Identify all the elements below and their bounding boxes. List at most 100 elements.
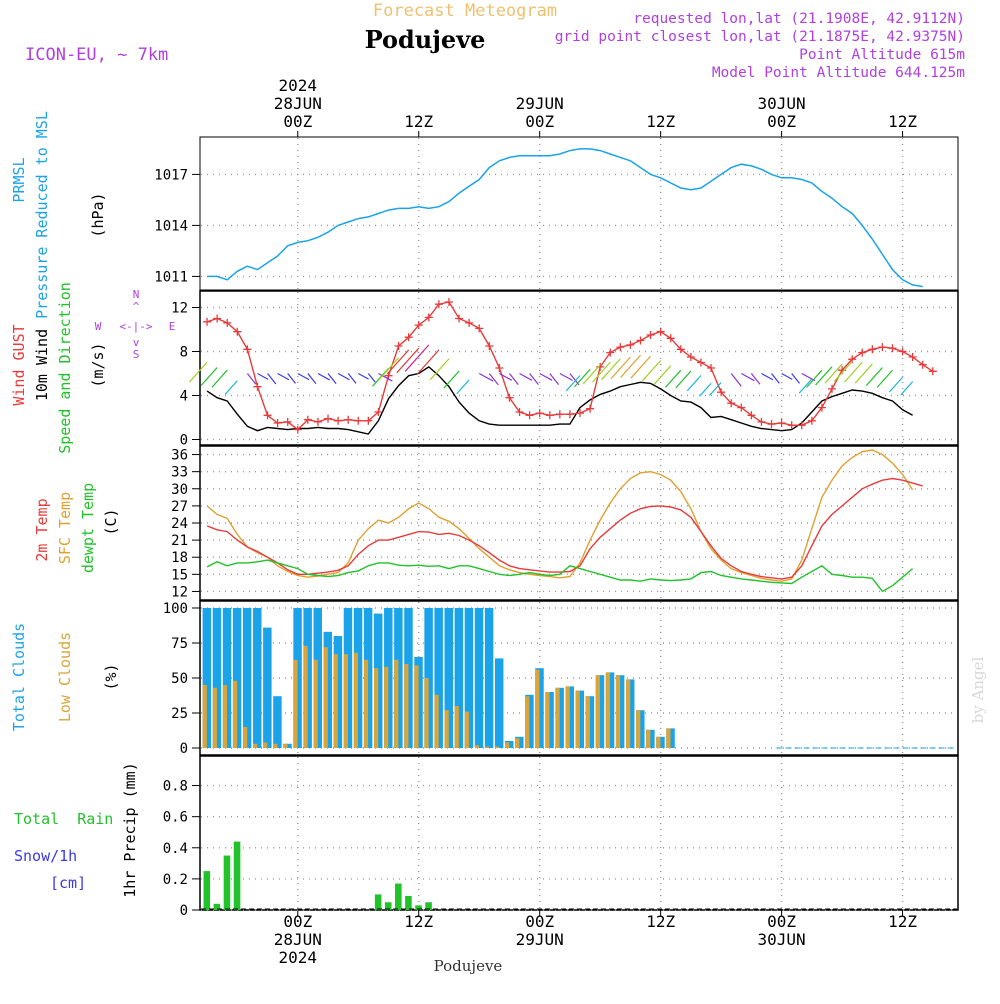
wind-arrow (529, 373, 539, 385)
low-clouds-label: Low Clouds (56, 632, 74, 722)
total-cloud-bar (232, 608, 242, 748)
low-cloud-bar (353, 652, 359, 748)
y-tick-label: 1014 (154, 218, 188, 234)
low-cloud-bar (565, 686, 570, 748)
wind-arrow (429, 358, 450, 381)
wind-arrow (665, 369, 682, 388)
wind-arrow (549, 373, 560, 385)
rain-bar (405, 896, 412, 910)
wind-gust-label: Wind GUST (10, 324, 28, 405)
percent-unit-label: (%) (102, 663, 120, 690)
hpa-unit-label: (hPa) (89, 192, 107, 237)
low-cloud-bar (494, 746, 500, 748)
time-label-top: 29JUN (516, 94, 564, 113)
pressure-line (207, 148, 923, 288)
wind-arrow (815, 366, 833, 386)
y-tick-label: 12 (171, 584, 188, 600)
wind-arrow (781, 372, 793, 380)
wind-arrow (699, 383, 712, 397)
compass-s: S (133, 348, 140, 361)
low-cloud-bar (313, 659, 318, 748)
panel-frame (199, 755, 959, 911)
total-cloud-bar (454, 608, 464, 748)
gust-point (646, 331, 655, 339)
low-cloud-bar (464, 711, 469, 748)
precip-unit-label: 1hr Precip (mm) (121, 762, 139, 897)
low-cloud-bar (666, 728, 671, 748)
model-point-altitude: Model Point Altitude 644.125m (712, 65, 965, 81)
low-cloud-bar (525, 696, 530, 748)
compass-e: E (169, 320, 176, 333)
gust-point (686, 353, 695, 361)
compass-down: v (133, 336, 140, 349)
low-cloud-bar (615, 675, 621, 748)
gust-point (656, 327, 665, 336)
gust-point (374, 408, 383, 416)
y-tick-label: 0 (180, 433, 188, 449)
low-cloud-bar (605, 672, 611, 748)
gust-point (394, 342, 403, 350)
time-label-top: 28JUN (274, 94, 322, 113)
gust-point (253, 382, 262, 391)
wind-arrow (443, 370, 460, 389)
gust-point (666, 334, 675, 343)
compass-w: W (95, 320, 102, 333)
low-cloud-bar (535, 669, 540, 748)
y-tick-label: 0.6 (163, 810, 188, 826)
gust-point (868, 345, 877, 354)
wind-arrow (641, 360, 662, 382)
wind-arrow (519, 372, 533, 381)
gust-point (313, 417, 322, 426)
wind-arrow (771, 373, 780, 384)
total-cloud-bar (585, 696, 595, 748)
wind-arrow (379, 357, 400, 380)
panel4-labels: Total Clouds Low Clouds (%) (10, 623, 120, 731)
total-cloud-bar (242, 608, 252, 748)
total-cloud-bar (484, 608, 494, 748)
time-label-bottom: 12Z (888, 912, 917, 931)
gust-point (334, 416, 343, 425)
prmsl-label: PRMSL (10, 157, 28, 202)
total-cloud-bar (253, 608, 262, 748)
wind-arrow (620, 354, 641, 378)
gust-point (767, 420, 776, 429)
rain-bar (374, 894, 382, 910)
dewpt-line (206, 559, 914, 593)
wind-arrow (750, 373, 761, 385)
time-label-top: 12Z (888, 112, 917, 131)
time-label-bottom: 00Z (767, 912, 796, 931)
gust-point (888, 344, 897, 353)
time-label-top: 12Z (646, 112, 675, 131)
gust-point (404, 333, 413, 342)
wind-arrow (730, 373, 742, 387)
low-cloud-bar (333, 654, 338, 748)
wind-arrow (499, 372, 513, 381)
wind-10m-line (206, 366, 913, 435)
low-cloud-bar (484, 746, 490, 748)
wind-speed-dir-label: Speed and Direction (56, 282, 74, 454)
total-cloud-bar (636, 710, 645, 748)
total-cloud-bar (494, 658, 504, 748)
gust-point (515, 408, 524, 416)
y-tick-label: 75 (171, 636, 188, 652)
y-tick-label: 0.4 (163, 841, 188, 857)
gust-point (737, 403, 746, 412)
wind-arrow (824, 363, 843, 384)
gust-point (908, 353, 917, 361)
gust-point (354, 416, 363, 425)
forecast-title: Forecast Meteogram (373, 1, 557, 21)
y-tick-label: 0.2 (163, 872, 188, 888)
y-tick-label: 18 (171, 550, 188, 566)
gust-point (777, 419, 786, 427)
wind-arrow (833, 361, 853, 382)
gust-point (787, 421, 796, 430)
gust-point (545, 411, 554, 420)
gust-point (303, 415, 312, 424)
rain-bar (213, 903, 221, 910)
time-label-bottom: 28JUN (274, 930, 322, 949)
time-label-bottom: 29JUN (516, 930, 564, 949)
gust-point (757, 417, 766, 426)
total-cloud-bar (434, 608, 443, 748)
